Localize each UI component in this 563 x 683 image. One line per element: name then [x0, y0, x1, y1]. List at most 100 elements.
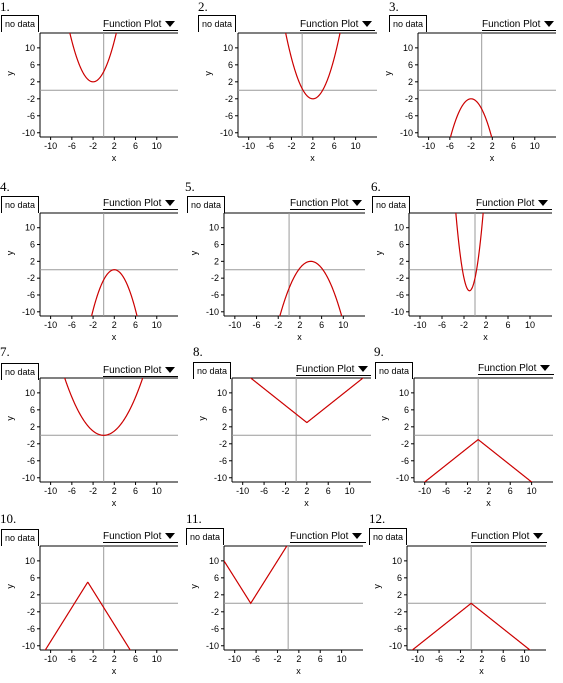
function-plot-dropdown[interactable]: Function Plot — [482, 18, 556, 31]
y-tick-label: 2 — [404, 422, 409, 432]
y-tick-label: -6 — [394, 624, 402, 634]
y-tick-label: -6 — [401, 456, 409, 466]
y-tick-label: -2 — [27, 94, 35, 104]
dropdown-arrow-icon[interactable] — [352, 533, 363, 540]
y-axis-label: y — [372, 584, 382, 589]
y-tick-label: 6 — [397, 573, 402, 583]
y-tick-label: 10 — [209, 556, 219, 566]
dropdown-arrow-icon[interactable] — [165, 533, 176, 540]
y-tick-label: 6 — [30, 573, 35, 583]
x-tick-label: -6 — [252, 654, 260, 664]
x-tick-label: 6 — [508, 486, 513, 496]
no-data-box: no data — [1, 196, 39, 213]
x-tick-label: -6 — [438, 320, 446, 330]
dropdown-arrow-icon[interactable] — [352, 200, 363, 207]
no-data-box: no data — [372, 196, 410, 213]
x-tick-label: 2 — [112, 654, 117, 664]
dropdown-arrow-icon[interactable] — [165, 21, 176, 28]
x-axis-label: x — [112, 498, 117, 508]
function-curve — [423, 439, 533, 482]
function-plot-label: Function Plot — [482, 19, 541, 30]
plot-number: 4. — [0, 179, 10, 194]
x-tick-label: -10 — [411, 654, 424, 664]
dropdown-arrow-icon[interactable] — [538, 200, 549, 207]
y-tick-label: -6 — [219, 456, 227, 466]
function-plot-label: Function Plot — [300, 19, 359, 30]
function-plot-label: Function Plot — [103, 365, 162, 376]
no-data-box: no data — [1, 529, 39, 546]
y-tick-label: -10 — [22, 473, 35, 483]
function-plot-label: Function Plot — [471, 531, 530, 542]
y-tick-label: -6 — [27, 456, 35, 466]
x-tick-label: 10 — [337, 654, 347, 664]
function-curve — [449, 98, 493, 137]
x-tick-label: -2 — [460, 320, 468, 330]
y-tick-label: 10 — [25, 223, 35, 233]
plot-number: 8. — [193, 344, 203, 359]
function-plot-dropdown[interactable]: Function Plot — [290, 530, 366, 543]
function-plot-dropdown[interactable]: Function Plot — [103, 197, 178, 210]
function-plot-dropdown[interactable]: Function Plot — [103, 18, 178, 31]
x-tick-label: 2 — [112, 141, 117, 151]
x-tick-label: 6 — [319, 320, 324, 330]
y-tick-label: 2 — [399, 256, 404, 266]
dropdown-arrow-icon[interactable] — [165, 367, 176, 374]
function-plot-dropdown[interactable]: Function Plot — [476, 197, 552, 210]
function-plot-label: Function Plot — [103, 19, 162, 30]
y-tick-label: -6 — [396, 290, 404, 300]
x-tick-label: -10 — [413, 320, 426, 330]
function-plot-label: Function Plot — [296, 364, 355, 375]
dropdown-arrow-icon[interactable] — [358, 366, 369, 373]
no-data-box: no data — [369, 528, 407, 545]
x-tick-label: -6 — [68, 320, 76, 330]
x-tick-label: -6 — [68, 486, 76, 496]
dropdown-arrow-icon[interactable] — [544, 21, 555, 28]
x-tick-label: 10 — [152, 654, 162, 664]
function-plot-dropdown[interactable]: Function Plot — [290, 197, 365, 210]
y-tick-label: -6 — [211, 290, 219, 300]
x-tick-label: -2 — [463, 486, 471, 496]
x-tick-label: 2 — [112, 486, 117, 496]
dropdown-arrow-icon[interactable] — [165, 200, 176, 207]
y-tick-label: 2 — [214, 590, 219, 600]
x-tick-label: 10 — [520, 654, 530, 664]
x-tick-label: -2 — [467, 141, 475, 151]
x-tick-label: -2 — [273, 654, 281, 664]
x-tick-label: 10 — [152, 141, 162, 151]
y-tick-label: -2 — [405, 94, 413, 104]
y-tick-label: -6 — [225, 111, 233, 121]
y-axis-label: y — [189, 584, 199, 589]
y-tick-label: -10 — [396, 473, 409, 483]
y-tick-label: -2 — [27, 439, 35, 449]
y-axis-label: y — [383, 71, 393, 76]
x-axis-label: x — [112, 332, 117, 342]
x-tick-label: -2 — [287, 141, 295, 151]
function-plot-dropdown[interactable]: Function Plot — [300, 18, 375, 31]
function-curve — [44, 581, 131, 650]
y-tick-label: -2 — [401, 439, 409, 449]
y-tick-label: -2 — [394, 607, 402, 617]
y-tick-label: 10 — [223, 43, 233, 53]
no-data-box: no data — [1, 363, 39, 380]
x-tick-label: 6 — [501, 654, 506, 664]
x-tick-label: -10 — [44, 654, 57, 664]
function-plot-dropdown[interactable]: Function Plot — [103, 530, 178, 543]
no-data-box: no data — [198, 15, 236, 32]
function-plot-dropdown[interactable]: Function Plot — [478, 362, 554, 375]
function-plot-dropdown[interactable]: Function Plot — [103, 364, 178, 377]
x-tick-label: -10 — [44, 141, 57, 151]
y-axis-label: y — [5, 71, 15, 76]
plot-number: 9. — [374, 344, 384, 359]
x-tick-label: 2 — [483, 320, 488, 330]
dropdown-arrow-icon[interactable] — [362, 21, 373, 28]
function-plot-dropdown[interactable]: Function Plot — [296, 363, 371, 376]
function-plot-dropdown[interactable]: Function Plot — [471, 530, 547, 543]
y-tick-label: 6 — [399, 240, 404, 250]
dropdown-arrow-icon[interactable] — [533, 533, 544, 540]
dropdown-arrow-icon[interactable] — [540, 365, 551, 372]
plot-number: 11. — [186, 511, 202, 526]
x-tick-label: -2 — [89, 486, 97, 496]
